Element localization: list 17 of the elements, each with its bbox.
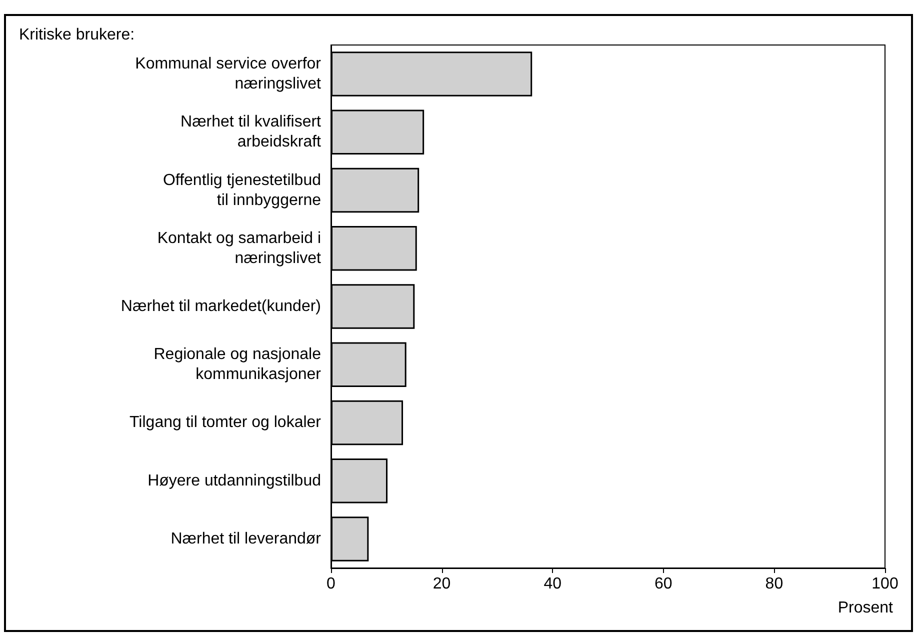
x-tick-label: 20 — [432, 576, 451, 592]
y-tick-label: Kontakt og samarbeid i næringslivet — [157, 230, 322, 267]
x-tick-label: 100 — [872, 576, 898, 592]
y-tick-label: Tilgang til tomter og lokaler — [130, 414, 322, 432]
y-tick-label: Offentlig tjenestetilbud til innbyggerne — [162, 172, 322, 209]
y-tick-label: Nærhet til leverandør — [170, 530, 322, 548]
y-tick-label: Regionale og nasjonale kommunikasjoner — [154, 346, 322, 384]
y-tick-label: Kommunal service overfor næringslivet — [135, 56, 322, 93]
y-tick-label: Høyere utdanningstilbud — [148, 472, 321, 490]
text: Kritiske brukere: — [19, 26, 135, 44]
x-tick-label: 80 — [765, 576, 784, 592]
x-tick-label: 40 — [544, 576, 562, 592]
y-tick-label: Nærhet til markedet(kunder) — [120, 298, 321, 315]
y-tick-label: Nærhet til kvalifisert arbeidskraft — [180, 114, 322, 151]
x-axis-title: Prosent — [838, 600, 894, 616]
x-tick-label: 60 — [654, 576, 672, 592]
x-tick-label: 0 — [326, 576, 336, 592]
